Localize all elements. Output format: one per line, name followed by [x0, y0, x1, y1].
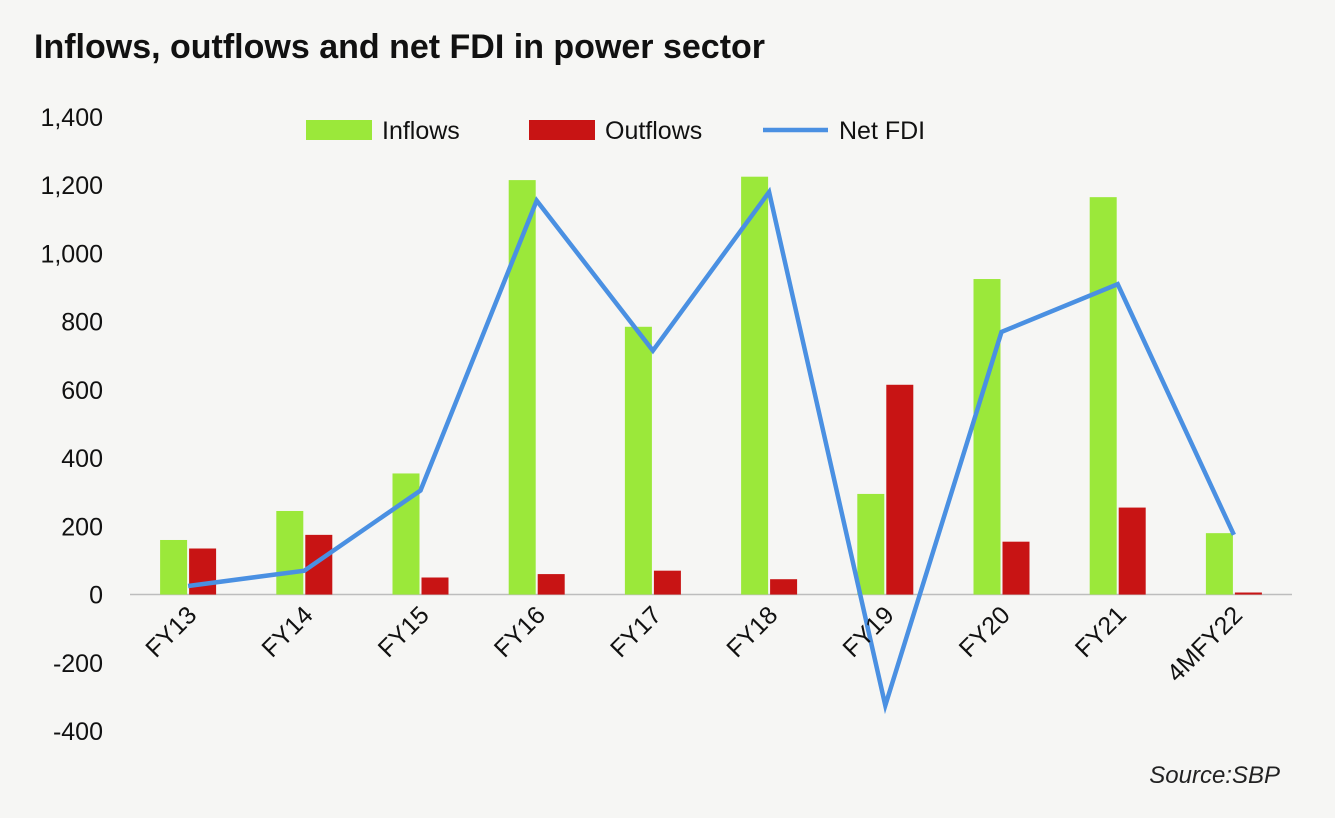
x-tick-label: FY16	[489, 601, 551, 663]
x-tick-label: FY19	[837, 601, 899, 663]
outflow-bar	[770, 579, 798, 595]
outflow-bar	[1002, 541, 1030, 595]
legend-swatch	[306, 120, 372, 140]
x-tick-label: FY18	[721, 601, 783, 663]
y-tick-label: 0	[89, 582, 103, 610]
inflow-bar	[160, 539, 188, 595]
y-tick-label: 800	[61, 309, 103, 337]
chart-title: Inflows, outflows and net FDI in power s…	[34, 28, 766, 66]
outflow-bar	[1118, 507, 1146, 595]
y-tick-label: 200	[61, 513, 103, 541]
inflow-bar	[508, 180, 536, 595]
y-tick-label: 1,200	[40, 172, 103, 200]
outflow-bar	[537, 574, 565, 595]
y-tick-label: -400	[53, 718, 103, 746]
x-tick-label: FY20	[954, 601, 1016, 663]
net-fdi-line	[187, 186, 1236, 715]
x-tick-label: 4MFY22	[1162, 601, 1249, 688]
legend-label: Inflows	[382, 117, 460, 145]
x-tick-label: FY14	[256, 601, 318, 663]
y-tick-label: 400	[61, 445, 103, 473]
legend-label: Outflows	[605, 117, 702, 145]
inflow-bar	[973, 279, 1001, 595]
inflow-bar	[857, 493, 885, 595]
y-tick-label: 600	[61, 377, 103, 405]
source-note: Source:SBP	[1149, 762, 1280, 789]
outflow-bar	[886, 384, 914, 595]
outflow-bar	[653, 570, 681, 595]
y-tick-label: 1,000	[40, 240, 103, 268]
x-tick-label: FY17	[605, 601, 667, 663]
legend-swatch	[529, 120, 595, 140]
outflow-bar	[189, 548, 217, 595]
inflow-bar	[624, 326, 652, 595]
x-tick-label: FY21	[1070, 601, 1132, 663]
inflow-bar	[741, 176, 769, 595]
outflow-bar	[421, 577, 449, 595]
legend-label: Net FDI	[839, 117, 925, 145]
inflow-bar	[1205, 533, 1233, 595]
inflow-bar	[276, 510, 304, 595]
y-tick-label: 1,400	[40, 104, 103, 132]
outflow-bar	[1234, 592, 1262, 595]
x-tick-label: FY15	[373, 601, 435, 663]
y-tick-label: -200	[53, 650, 103, 678]
inflow-bar	[1089, 197, 1117, 595]
x-tick-label: FY13	[140, 601, 202, 663]
